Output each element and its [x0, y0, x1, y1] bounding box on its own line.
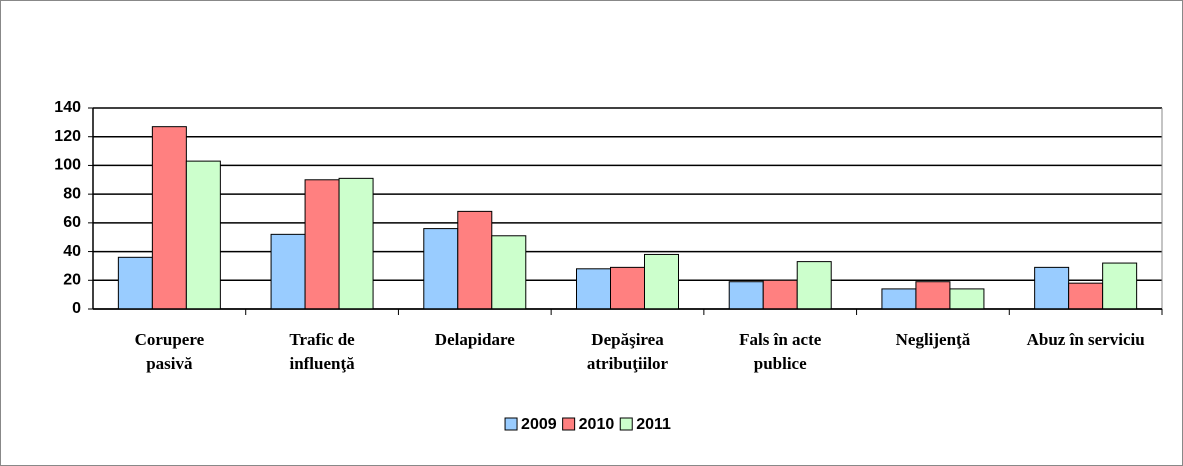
bar — [117, 256, 153, 310]
x-tick-label: Delapidare — [434, 330, 515, 349]
bar — [949, 288, 985, 310]
x-tick-label: Neglijenţă — [895, 330, 971, 349]
bar — [610, 266, 645, 310]
y-tick-label: 120 — [54, 128, 81, 145]
y-tick-label: 40 — [63, 243, 81, 260]
bar — [338, 177, 374, 310]
x-tick-label: Trafic de influenţă — [289, 330, 355, 373]
bar — [1068, 282, 1104, 310]
legend-label: 2009 — [521, 416, 557, 433]
legend-label: 2010 — [579, 416, 615, 433]
bar — [796, 261, 832, 310]
bar — [423, 228, 459, 310]
bar — [762, 279, 798, 310]
x-tick-label: Depăşirea atribuţiilor — [586, 330, 669, 373]
y-tick-label: 0 — [72, 300, 81, 317]
bar — [1102, 262, 1138, 310]
legend-label: 2011 — [636, 416, 671, 433]
bar — [151, 126, 187, 310]
legend-swatch — [562, 417, 576, 431]
y-tick-label: 80 — [63, 185, 81, 202]
legend-swatch — [619, 417, 633, 431]
y-tick-label: 100 — [54, 157, 81, 174]
x-tick-label: Corupere pasivă — [134, 330, 205, 373]
y-tick-label: 60 — [63, 214, 81, 231]
bar — [576, 268, 611, 310]
y-tick-label: 20 — [63, 272, 81, 289]
bar — [915, 281, 951, 310]
legend-swatch — [504, 417, 518, 431]
bar — [881, 288, 917, 310]
x-tick-label: Fals în acte publice — [739, 330, 822, 373]
bar — [270, 233, 306, 310]
bar — [457, 210, 493, 310]
bar — [1034, 266, 1070, 310]
y-tick-label: 140 — [54, 99, 81, 116]
x-tick-label: Abuz în serviciu — [1026, 330, 1145, 349]
bar — [185, 160, 221, 310]
bar — [304, 179, 340, 310]
bar — [728, 281, 764, 310]
bar — [491, 235, 527, 310]
bar — [644, 253, 679, 310]
